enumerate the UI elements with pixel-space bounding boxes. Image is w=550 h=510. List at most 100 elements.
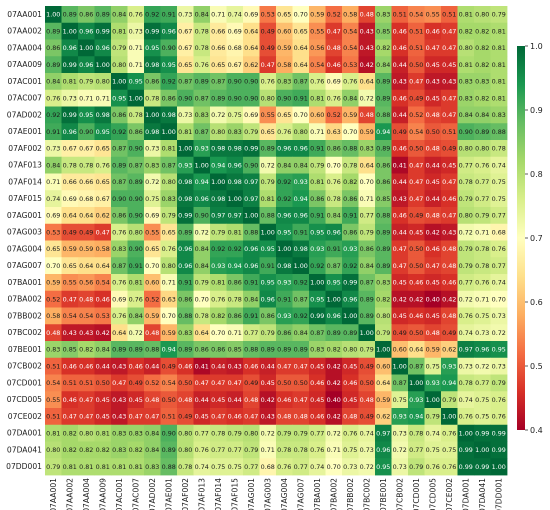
cell-value-label: 0.84 <box>459 111 473 119</box>
heatmap-cell <box>325 374 343 392</box>
cell-value-label: 0.68 <box>79 195 93 203</box>
cell-value-label: 0.64 <box>244 27 258 35</box>
heatmap-cell <box>160 307 178 325</box>
cell-value-label: 0.73 <box>393 429 407 437</box>
cell-value-label: 0.80 <box>475 145 489 153</box>
heatmap-cell <box>441 357 458 375</box>
heatmap-cell <box>127 458 145 476</box>
cell-value-label: 0.43 <box>442 228 456 236</box>
heatmap-cell <box>243 424 260 442</box>
heatmap-cell <box>457 56 475 74</box>
heatmap-cell <box>193 357 211 375</box>
cell-value-label: 0.76 <box>195 446 209 454</box>
cell-value-label: 0.46 <box>393 27 407 35</box>
cell-value-label: 0.41 <box>393 161 407 169</box>
heatmap-cell <box>193 408 211 426</box>
cell-value-label: 0.59 <box>145 312 159 320</box>
cell-value-label: 0.47 <box>409 195 423 203</box>
cell-value-label: 0.82 <box>459 27 473 35</box>
heatmap-cell <box>177 424 194 442</box>
cell-value-label: 0.93 <box>178 161 192 169</box>
cell-value-label: 0.82 <box>475 61 489 69</box>
heatmap-cell <box>325 341 343 359</box>
cell-value-label: 0.75 <box>211 463 225 471</box>
heatmap-cell <box>474 391 491 409</box>
cell-value-label: 0.81 <box>112 27 126 35</box>
cell-value-label: 0.70 <box>327 161 341 169</box>
heatmap-cell <box>441 6 458 24</box>
heatmap-cell <box>61 307 79 325</box>
heatmap-cell <box>292 156 310 174</box>
heatmap-cell <box>144 140 161 158</box>
column-label: 07DD001 <box>494 478 503 510</box>
cell-value-label: 0.93 <box>409 396 423 404</box>
cell-value-label: 0.80 <box>79 429 93 437</box>
heatmap-cell <box>210 89 227 107</box>
heatmap-cell <box>375 123 392 141</box>
heatmap-cell <box>424 257 442 275</box>
cell-value-label: 0.73 <box>475 329 489 337</box>
cell-value-label: 0.76 <box>211 295 225 303</box>
cell-value-label: 0.47 <box>409 161 423 169</box>
heatmap-cell <box>160 257 178 275</box>
cell-value-label: 0.81 <box>63 463 77 471</box>
heatmap-cell <box>457 173 475 191</box>
heatmap-cell <box>342 341 359 359</box>
heatmap-cell <box>45 441 62 459</box>
cell-value-label: 0.79 <box>261 329 275 337</box>
heatmap-cell <box>210 324 227 342</box>
heatmap-cell <box>358 223 376 241</box>
heatmap-cell <box>111 173 128 191</box>
heatmap-cell <box>243 257 260 275</box>
cell-value-label: 0.81 <box>79 463 93 471</box>
heatmap-cell <box>210 140 227 158</box>
cell-value-label: 0.66 <box>211 44 225 52</box>
heatmap-cell <box>424 22 442 40</box>
heatmap-cell <box>177 156 194 174</box>
cell-value-label: 0.86 <box>46 44 60 52</box>
cell-value-label: 0.82 <box>63 429 77 437</box>
heatmap-cell <box>490 39 508 57</box>
row-label: 07AD002 <box>7 110 42 119</box>
cell-value-label: 0.77 <box>244 329 258 337</box>
cell-value-label: 0.84 <box>360 262 374 270</box>
cell-value-label: 0.77 <box>244 463 258 471</box>
heatmap-cell <box>210 240 227 258</box>
heatmap-cell <box>391 274 409 292</box>
cell-value-label: 0.47 <box>442 94 456 102</box>
heatmap-cell <box>375 324 392 342</box>
heatmap-cell <box>193 458 211 476</box>
heatmap-cell <box>457 190 475 208</box>
heatmap-cell <box>61 6 79 24</box>
cell-value-label: 0.76 <box>96 161 110 169</box>
heatmap-cell <box>78 441 95 459</box>
heatmap-cell <box>111 274 128 292</box>
cell-value-label: 0.84 <box>327 212 341 220</box>
cell-value-label: 0.76 <box>343 78 357 86</box>
heatmap-cell <box>61 39 79 57</box>
cell-value-label: 0.75 <box>393 396 407 404</box>
cell-value-label: 0.75 <box>426 446 440 454</box>
cell-value-label: 0.97 <box>459 346 473 354</box>
cell-value-label: 0.42 <box>360 61 374 69</box>
cell-value-label: 0.48 <box>426 145 440 153</box>
heatmap-cell <box>309 207 326 225</box>
heatmap-cell <box>292 274 310 292</box>
heatmap-cell <box>309 424 326 442</box>
cell-value-label: 0.86 <box>178 295 192 303</box>
heatmap-cell <box>408 374 425 392</box>
heatmap-cell <box>375 39 392 57</box>
cell-value-label: 0.66 <box>63 178 77 186</box>
cell-value-label: 0.91 <box>310 212 324 220</box>
heatmap-cell <box>309 6 326 24</box>
heatmap-cell <box>276 6 293 24</box>
cell-value-label: 0.76 <box>492 396 506 404</box>
cell-value-label: 0.62 <box>442 346 456 354</box>
cell-value-label: 0.90 <box>162 44 176 52</box>
heatmap-cell <box>259 6 277 24</box>
heatmap-cell <box>45 223 62 241</box>
heatmap-cell <box>276 73 293 91</box>
heatmap-cell <box>259 441 277 459</box>
heatmap-cell <box>457 156 475 174</box>
cell-value-label: 0.55 <box>310 27 324 35</box>
